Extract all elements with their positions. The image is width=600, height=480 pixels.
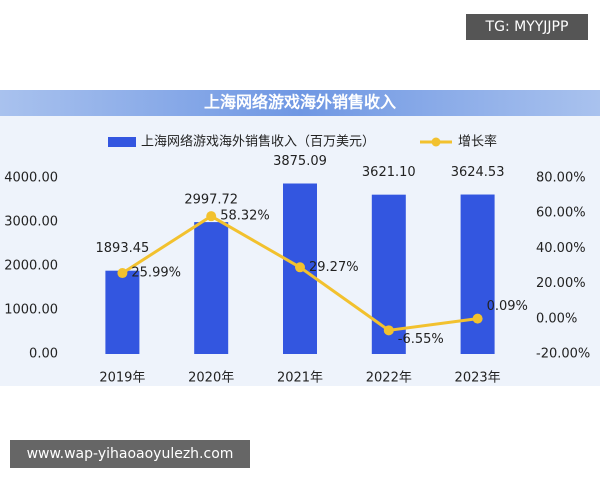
bar xyxy=(194,222,229,354)
x-tick-label: 2023年 xyxy=(455,371,501,386)
y-tick-label: 2000.00 xyxy=(4,259,58,274)
y2-tick-label: 80.00% xyxy=(536,171,586,186)
y-tick-label: 3000.00 xyxy=(4,215,58,230)
legend-label: 增长率 xyxy=(458,134,497,150)
y2-tick-label: 0.00% xyxy=(536,311,577,326)
y2-tick-label: -20.00% xyxy=(536,347,590,362)
y-tick-label: 0.00 xyxy=(29,347,58,362)
line-value-label: 58.32% xyxy=(220,209,270,224)
watermark-bottom: www.wap-yihaoaoyulezh.com xyxy=(10,440,250,468)
x-tick-label: 2019年 xyxy=(99,371,145,386)
line-value-label: -6.55% xyxy=(398,332,444,347)
bar xyxy=(460,194,495,354)
title-banner xyxy=(0,90,600,116)
legend-label: 上海网络游戏海外销售收入（百万美元） xyxy=(141,134,375,150)
bar-value-label: 3621.10 xyxy=(362,165,416,180)
line-marker xyxy=(206,211,217,222)
line-value-label: 0.09% xyxy=(487,299,528,314)
line-marker xyxy=(383,325,394,336)
line-value-label: 29.27% xyxy=(309,260,359,275)
y2-tick-label: 60.00% xyxy=(536,206,586,221)
line-value-label: 25.99% xyxy=(131,266,181,281)
bar-value-label: 3875.09 xyxy=(273,154,327,169)
y2-tick-label: 40.00% xyxy=(536,241,586,256)
x-tick-label: 2020年 xyxy=(188,371,234,386)
y-tick-label: 4000.00 xyxy=(4,171,58,186)
bar-value-label: 3624.53 xyxy=(451,165,505,180)
legend-marker xyxy=(431,137,441,147)
bar-value-label: 2997.72 xyxy=(184,193,238,208)
x-tick-label: 2022年 xyxy=(366,371,412,386)
line-marker xyxy=(295,262,305,273)
legend-swatch xyxy=(108,137,136,147)
bar xyxy=(105,270,140,354)
chart-title: 上海网络游戏海外销售收入 xyxy=(204,93,396,112)
line-marker xyxy=(117,268,128,279)
bar-value-label: 1893.45 xyxy=(96,241,150,256)
x-tick-label: 2021年 xyxy=(277,371,323,386)
line-marker xyxy=(472,313,483,324)
y-tick-label: 1000.00 xyxy=(4,303,58,318)
y2-tick-label: 20.00% xyxy=(536,276,586,291)
watermark-top: TG: MYYJJPP xyxy=(466,14,588,40)
